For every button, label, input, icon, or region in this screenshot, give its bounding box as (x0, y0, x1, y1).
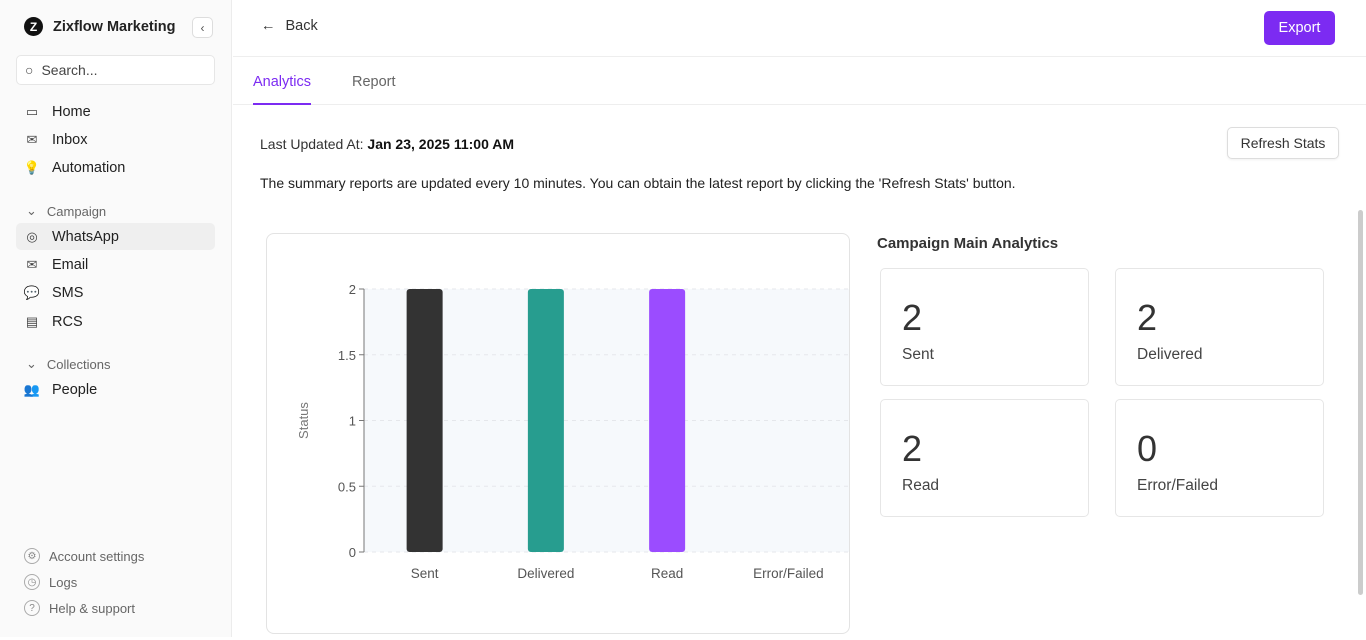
stat-value: 2 (902, 297, 923, 338)
people-icon: 👥 (23, 381, 41, 397)
bar-sent (406, 289, 443, 552)
footer-label: Logs (49, 574, 78, 590)
section-label: Campaign (46, 203, 107, 219)
stat-card-delivered: 2 Delivered (1115, 268, 1324, 386)
workspace-brand[interactable]: Z Zixflow Marketing (24, 17, 175, 36)
page-header: ← Back Export (233, 0, 1366, 57)
chevron-down-icon: ⌄ (26, 356, 37, 371)
chat-icon: 💬 (23, 284, 41, 300)
search-icon: ○ (25, 62, 34, 78)
sidebar-item-people[interactable]: 👥 People (16, 376, 215, 403)
collapse-sidebar-button[interactable]: ‹ (192, 17, 213, 38)
last-updated: Last Updated At: Jan 23, 2025 11:00 AM (260, 136, 514, 152)
search-input[interactable]: ○ Search... (16, 55, 215, 85)
sidebar-item-label: WhatsApp (52, 228, 119, 245)
y-axis-label: Status (296, 402, 311, 439)
tab-analytics[interactable]: Analytics (253, 74, 312, 105)
laptop-icon: ▭ (25, 103, 39, 119)
bar-read (649, 289, 686, 552)
search-placeholder: Search... (41, 62, 98, 78)
sidebar-item-inbox[interactable]: ✉ Inbox (16, 126, 215, 153)
stat-label: Read (902, 477, 940, 494)
x-tick-label: Sent (411, 566, 439, 581)
tab-bar: Analytics Report (233, 57, 1366, 105)
sidebar-item-email[interactable]: ✉ Email (16, 251, 215, 278)
inbox-icon: ✉ (26, 131, 38, 147)
x-tick-label: Read (651, 566, 683, 581)
refresh-stats-button[interactable]: Refresh Stats (1227, 127, 1339, 159)
status-bar-chart: 0 0.5 1 1.5 2 Status Sent Delivered Read Error/Fa… (296, 282, 849, 581)
analytics-title: Campaign Main Analytics (877, 235, 1059, 252)
stat-card-read: 2 Read (880, 399, 1089, 517)
chevron-down-icon: ⌄ (26, 203, 37, 218)
sidebar-item-label: Inbox (52, 131, 88, 148)
help-support-link[interactable]: ? Help & support (24, 600, 135, 616)
update-note: The summary reports are updated every 10… (260, 175, 1016, 191)
stat-card-error-failed: 0 Error/Failed (1115, 399, 1324, 517)
collections-section-toggle[interactable]: ⌄ Collections (26, 356, 111, 372)
sidebar-item-label: People (52, 381, 98, 398)
x-tick-label: Error/Failed (753, 566, 824, 581)
account-settings-link[interactable]: ⚙ Account settings (24, 548, 144, 564)
back-button[interactable]: ← Back (261, 18, 318, 34)
section-label: Collections (46, 356, 111, 372)
back-label: Back (285, 18, 318, 34)
campaign-section-toggle[interactable]: ⌄ Campaign (26, 203, 106, 219)
sidebar-item-rcs[interactable]: ▤ RCS (16, 308, 215, 335)
sidebar-item-automation[interactable]: 💡 Automation (16, 154, 215, 181)
chart-panel: 0 0.5 1 1.5 2 Status Sent Delivered Read Error/Fa… (266, 233, 850, 634)
tab-report[interactable]: Report (352, 74, 396, 90)
x-tick-label: Delivered (517, 566, 574, 581)
help-icon: ? (24, 600, 40, 616)
sidebar-item-sms[interactable]: 💬 SMS (16, 279, 215, 306)
zixflow-logo: Z (24, 17, 43, 36)
sidebar-item-label: Email (52, 256, 89, 273)
y-tick-label: 1 (349, 414, 356, 429)
stat-label: Sent (902, 346, 934, 363)
stat-label: Delivered (1137, 346, 1203, 363)
bar-delivered (527, 289, 564, 552)
y-tick-label: 1.5 (338, 348, 356, 363)
arrow-left-icon: ← (261, 18, 276, 34)
scrollbar[interactable] (1358, 210, 1363, 595)
sidebar-item-label: SMS (52, 284, 84, 301)
clock-icon: ◷ (24, 574, 40, 590)
logs-link[interactable]: ◷ Logs (24, 574, 77, 590)
stat-label: Error/Failed (1137, 477, 1218, 494)
mail-icon: ✉ (26, 256, 38, 272)
stat-card-sent: 2 Sent (880, 268, 1089, 386)
footer-label: Help & support (49, 600, 135, 616)
stat-value: 2 (902, 428, 923, 469)
lightbulb-icon: 💡 (23, 159, 41, 175)
sidebar: Z Zixflow Marketing ‹ ○ Search... ▭ Home ✉ I… (0, 0, 232, 637)
footer-label: Account settings (49, 548, 145, 564)
stat-value: 2 (1137, 297, 1158, 338)
y-tick-label: 0 (349, 545, 356, 560)
sidebar-item-home[interactable]: ▭ Home (16, 98, 215, 125)
workspace-name: Zixflow Marketing (53, 18, 176, 35)
last-updated-label: Last Updated At: (260, 136, 364, 152)
y-tick-label: 2 (349, 282, 356, 297)
last-updated-value: Jan 23, 2025 11:00 AM (367, 136, 514, 152)
sidebar-item-label: Automation (52, 159, 126, 176)
export-button[interactable]: Export (1264, 11, 1335, 45)
stat-value: 0 (1137, 428, 1158, 469)
sidebar-item-label: Home (52, 103, 91, 120)
sidebar-item-label: RCS (52, 313, 83, 330)
sidebar-item-whatsapp[interactable]: ◎ WhatsApp (16, 223, 215, 250)
gear-icon: ⚙ (24, 548, 40, 564)
message-square-icon: ▤ (25, 313, 39, 329)
whatsapp-icon: ◎ (26, 228, 38, 244)
y-tick-label: 0.5 (338, 479, 356, 494)
